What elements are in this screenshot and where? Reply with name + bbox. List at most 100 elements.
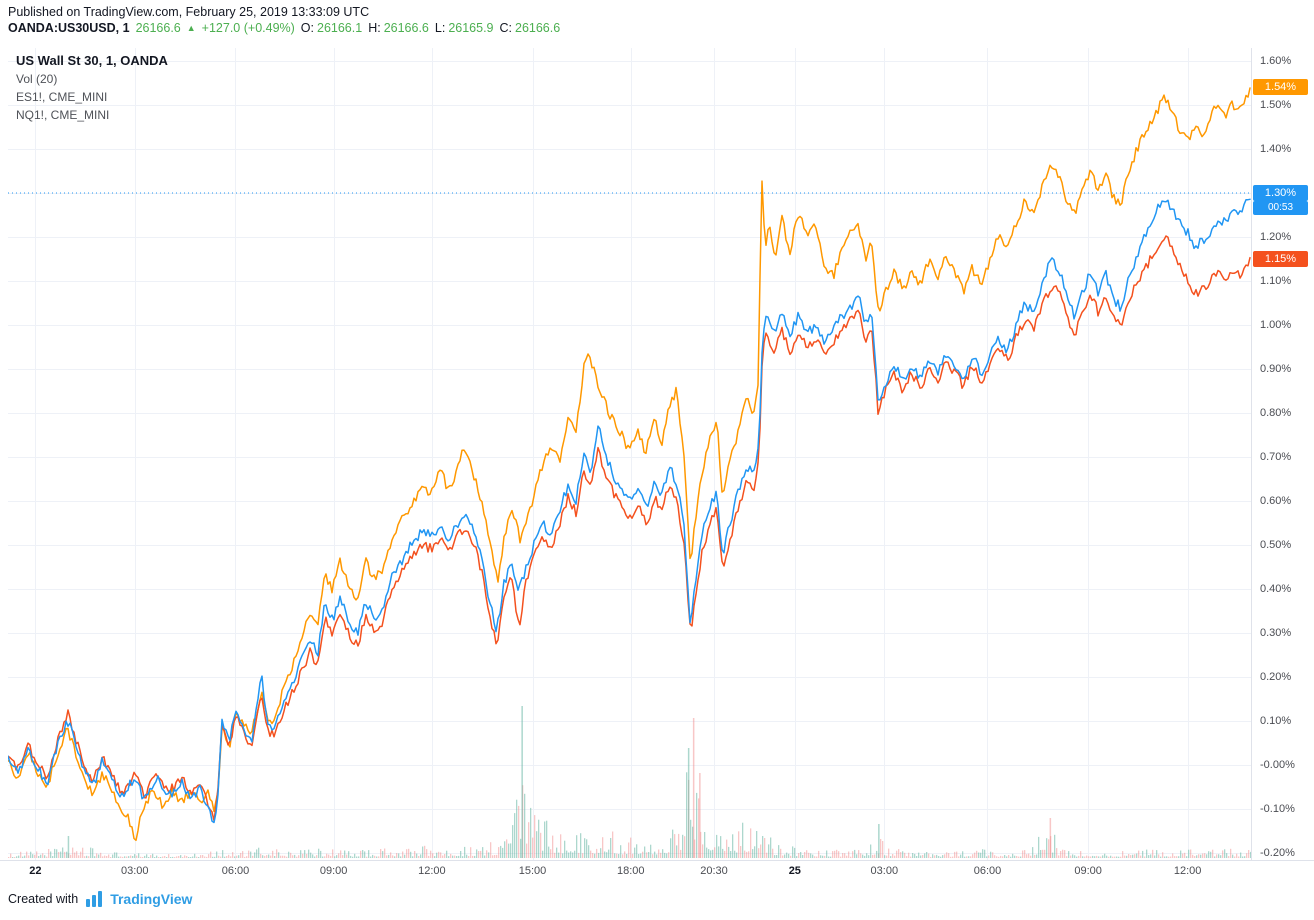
volume-bar bbox=[364, 851, 366, 858]
volume-bar bbox=[420, 854, 422, 858]
volume-bar bbox=[324, 856, 326, 858]
volume-bar bbox=[1186, 856, 1188, 858]
volume-bar bbox=[92, 848, 94, 858]
volume-bar bbox=[792, 846, 794, 858]
volume-bar bbox=[888, 848, 890, 858]
volume-bar bbox=[846, 855, 848, 858]
volume-bar bbox=[224, 856, 226, 858]
price-tick-label: 0.80% bbox=[1260, 407, 1292, 419]
tradingview-logo-icon[interactable] bbox=[85, 890, 103, 908]
volume-bar bbox=[968, 856, 970, 858]
ohlc-close: C: 26166.6 bbox=[500, 21, 561, 35]
volume-bar bbox=[134, 854, 136, 858]
volume-spike-bar bbox=[1049, 818, 1052, 858]
series-line-nq1 bbox=[8, 87, 1251, 842]
price-tag-es1: 1.15% bbox=[1253, 251, 1308, 267]
volume-bar bbox=[1060, 851, 1062, 858]
volume-bar bbox=[396, 853, 398, 858]
volume-bar bbox=[366, 856, 368, 858]
volume-bar bbox=[834, 850, 836, 858]
volume-bar bbox=[550, 849, 552, 858]
volume-bar bbox=[252, 855, 254, 858]
volume-bar bbox=[52, 856, 54, 858]
volume-bar bbox=[1066, 856, 1068, 858]
volume-bar bbox=[700, 831, 702, 858]
volume-bar bbox=[78, 855, 80, 858]
volume-bar bbox=[460, 851, 462, 858]
volume-bar bbox=[594, 853, 596, 858]
volume-bar bbox=[508, 843, 510, 858]
volume-bar bbox=[858, 850, 860, 858]
volume-bar bbox=[1174, 856, 1176, 858]
volume-bar bbox=[424, 845, 426, 858]
volume-bar bbox=[442, 855, 444, 858]
volume-bar bbox=[446, 850, 448, 858]
volume-bar bbox=[316, 855, 318, 858]
volume-bar bbox=[1200, 854, 1202, 858]
volume-bar bbox=[670, 838, 672, 858]
volume-bar bbox=[868, 855, 870, 858]
volume-bar bbox=[238, 855, 240, 858]
volume-bar bbox=[580, 833, 582, 858]
volume-bar bbox=[920, 855, 922, 858]
volume-bar bbox=[562, 853, 564, 858]
volume-bar bbox=[102, 856, 104, 858]
volume-bar bbox=[66, 851, 68, 858]
volume-bar bbox=[148, 857, 150, 858]
ohlc-low: L: 26165.9 bbox=[435, 21, 494, 35]
volume-bar bbox=[126, 856, 128, 858]
volume-bar bbox=[712, 849, 714, 858]
volume-bar bbox=[272, 850, 274, 858]
volume-bar bbox=[1110, 855, 1112, 858]
volume-bar bbox=[164, 856, 166, 858]
volume-bar bbox=[658, 849, 660, 858]
volume-bar bbox=[656, 854, 658, 858]
volume-bar bbox=[824, 855, 826, 858]
volume-bar bbox=[602, 837, 604, 858]
volume-bar bbox=[266, 855, 268, 858]
volume-bar bbox=[578, 852, 580, 858]
volume-bar bbox=[680, 849, 682, 858]
volume-bar bbox=[168, 854, 170, 858]
volume-bar bbox=[498, 847, 500, 858]
volume-bar bbox=[1042, 849, 1044, 858]
volume-bar bbox=[1230, 848, 1232, 858]
volume-bar bbox=[1218, 854, 1220, 858]
volume-bar bbox=[928, 853, 930, 858]
volume-bar bbox=[12, 857, 14, 858]
volume-bar bbox=[314, 856, 316, 858]
volume-bar bbox=[948, 853, 950, 858]
volume-bar bbox=[788, 853, 790, 858]
close-label: C: bbox=[499, 21, 513, 35]
volume-spike-bar bbox=[699, 773, 701, 858]
volume-bar bbox=[1048, 839, 1050, 858]
volume-bar bbox=[986, 856, 988, 858]
volume-bar bbox=[1166, 856, 1168, 858]
volume-bar bbox=[1092, 855, 1094, 858]
volume-bar bbox=[466, 854, 468, 858]
volume-bar bbox=[1228, 856, 1230, 858]
volume-bar bbox=[380, 849, 382, 858]
volume-bar bbox=[1128, 854, 1130, 858]
volume-bar bbox=[1058, 855, 1060, 858]
tradingview-wordmark[interactable]: TradingView bbox=[110, 891, 193, 907]
time-tick-label: 06:00 bbox=[973, 865, 1002, 877]
volume-bar bbox=[1074, 855, 1076, 858]
volume-bar bbox=[288, 851, 290, 858]
volume-bar bbox=[758, 848, 760, 858]
time-tick-label: 12:00 bbox=[418, 865, 446, 877]
volume-bar bbox=[1078, 855, 1080, 858]
volume-bar bbox=[398, 853, 400, 858]
volume-bar bbox=[456, 856, 458, 858]
volume-bar bbox=[30, 851, 32, 858]
volume-bar bbox=[356, 856, 358, 858]
volume-bar bbox=[132, 856, 134, 858]
price-tick-label: 0.70% bbox=[1260, 451, 1292, 463]
volume-bar bbox=[618, 854, 620, 858]
volume-bar bbox=[304, 850, 306, 858]
volume-bar bbox=[1164, 856, 1166, 858]
volume-bar bbox=[1032, 847, 1034, 858]
volume-bar bbox=[458, 855, 460, 858]
volume-bar bbox=[170, 857, 172, 858]
volume-bar bbox=[972, 854, 974, 858]
